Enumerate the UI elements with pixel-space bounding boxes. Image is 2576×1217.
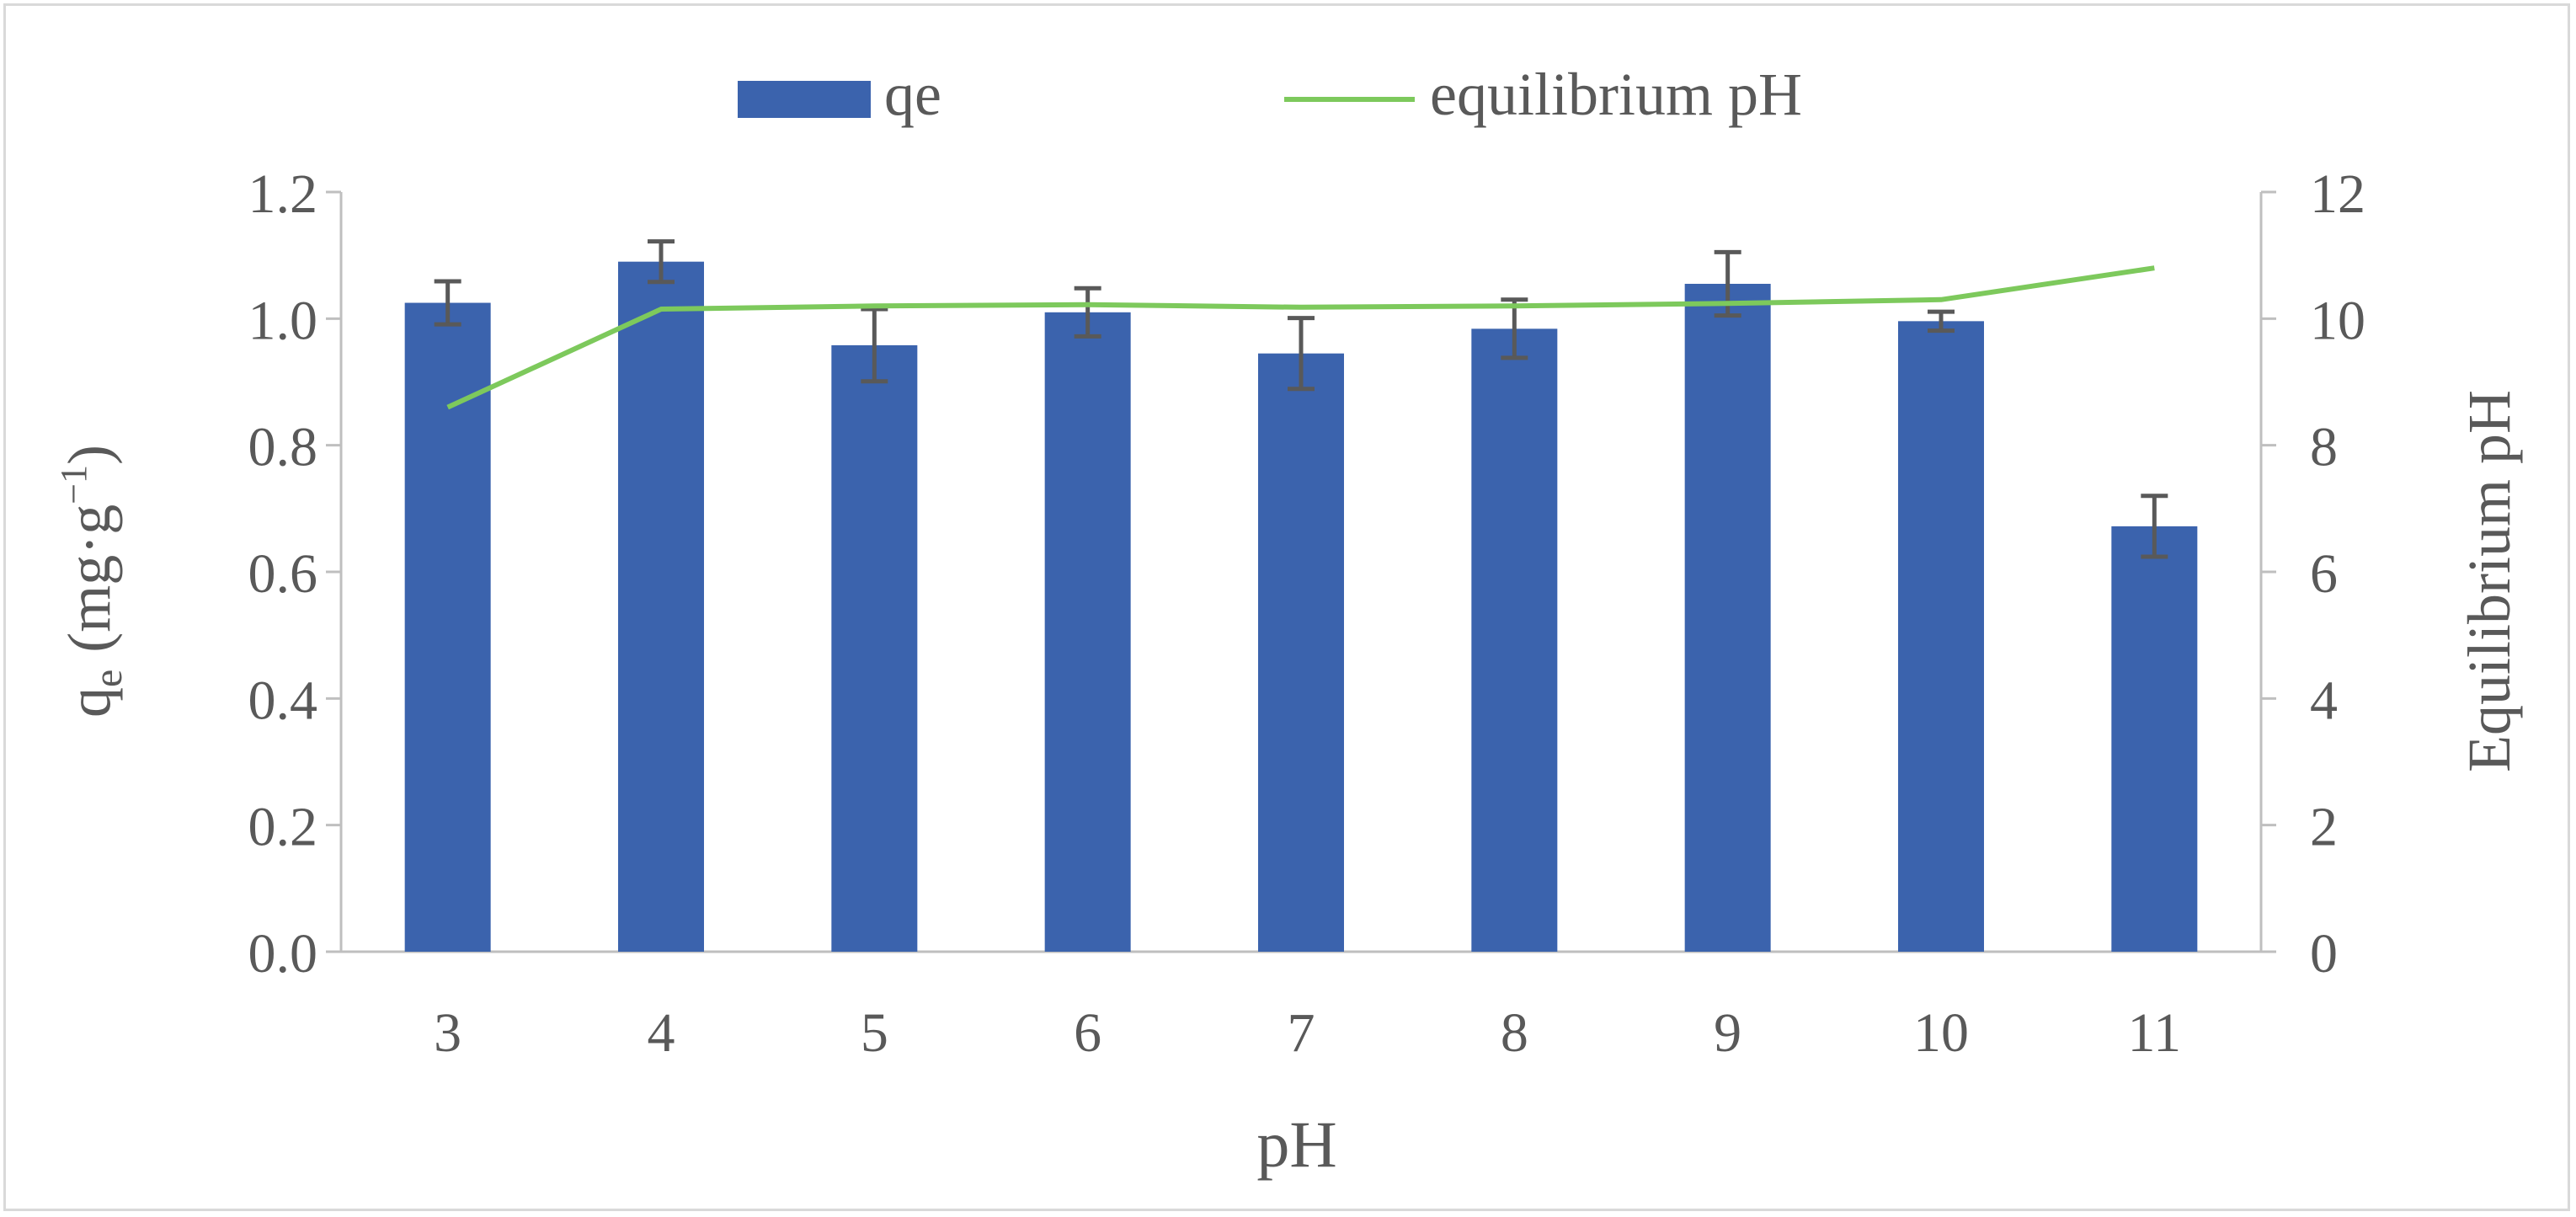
bar xyxy=(1684,283,1771,952)
y2-tick-label: 2 xyxy=(2310,797,2338,858)
bar xyxy=(2111,526,2198,952)
y2-tick-label: 12 xyxy=(2310,163,2365,225)
bar xyxy=(1898,321,1984,953)
bar xyxy=(831,344,918,952)
legend-label-bar: qe xyxy=(884,61,941,128)
bar xyxy=(1044,312,1131,953)
y-tick-label: 0.4 xyxy=(248,670,318,731)
y-tick-label: 0.2 xyxy=(248,797,318,858)
x-tick-label: 9 xyxy=(1714,1002,1741,1064)
x-tick-label: 10 xyxy=(1913,1002,1969,1064)
legend: qe equilibrium pH xyxy=(738,61,1802,128)
y2-tick-label: 10 xyxy=(2310,290,2365,351)
y-tick-label: 0.6 xyxy=(248,543,318,605)
y-axis-title-sup: −1 xyxy=(53,465,94,504)
x-tick-label: 11 xyxy=(2128,1002,2182,1064)
plot-area: 0.0 0.2 0.4 0.6 0.8 1.0 1.2 0 2 4 6 8 10 12 3 4 5 6 7 8 9 10 1… xyxy=(248,163,2366,1064)
x-tick-label: 3 xyxy=(434,1002,461,1064)
y-axis-title-unit: (mg·g xyxy=(56,504,123,653)
x-axis-title: pH xyxy=(1256,1108,1336,1181)
x-tick-label: 8 xyxy=(1501,1002,1528,1064)
y-axis-title: qe (mg·g−1) xyxy=(53,445,131,718)
x-tick-label: 4 xyxy=(648,1002,675,1064)
y2-tick-label: 8 xyxy=(2310,417,2338,478)
x-tick-label: 7 xyxy=(1288,1002,1315,1064)
y2-tick-label: 4 xyxy=(2310,670,2338,731)
y-tick-label: 1.0 xyxy=(248,290,318,351)
x-tick-label: 5 xyxy=(861,1002,888,1064)
y2-tick-label: 6 xyxy=(2310,543,2338,605)
bar xyxy=(1471,328,1558,952)
legend-label-line: equilibrium pH xyxy=(1430,61,1802,128)
y-tick-label: 1.2 xyxy=(248,163,318,225)
y-tick-label: 0.0 xyxy=(248,923,318,985)
y2-tick-label: 0 xyxy=(2310,923,2338,985)
y-axis-title-sub: e xyxy=(86,670,131,687)
bar xyxy=(618,261,704,952)
y2-axis-title: Equilibrium pH xyxy=(2456,390,2523,772)
y-axis-title-main: q xyxy=(56,687,123,718)
bar xyxy=(404,302,491,953)
legend-swatch-bar xyxy=(738,81,871,118)
line-series-equilibrium-ph xyxy=(446,265,2155,410)
y-tick-label: 0.8 xyxy=(248,417,318,478)
bar xyxy=(1258,353,1344,952)
y-axis-title-close: ) xyxy=(56,445,123,465)
x-tick-label: 6 xyxy=(1074,1002,1101,1064)
